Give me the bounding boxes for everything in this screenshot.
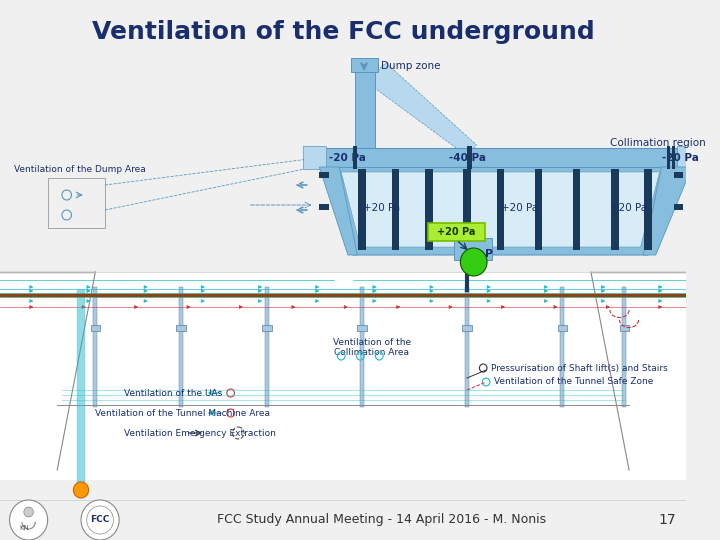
Text: +20 Pa: +20 Pa [437, 227, 476, 237]
Bar [176, 325, 186, 331]
Bar [91, 325, 100, 331]
Bar [353, 146, 357, 169]
Text: KN: KN [19, 525, 29, 531]
Text: Ventilation of the UAs: Ventilation of the UAs [124, 388, 222, 397]
Polygon shape [341, 172, 660, 247]
Bar [262, 325, 271, 331]
Bar [674, 172, 683, 178]
Text: Pressurisation of Shaft lift(s) and Stairs: Pressurisation of Shaft lift(s) and Stai… [491, 363, 667, 373]
Bar [644, 169, 652, 250]
Text: Ventilation of the FCC underground: Ventilation of the FCC underground [91, 20, 595, 44]
Bar [265, 287, 269, 407]
Bar [360, 287, 364, 407]
Circle shape [460, 248, 487, 276]
Bar [573, 169, 580, 250]
Bar [303, 146, 326, 169]
Bar [462, 325, 472, 331]
Bar [392, 169, 400, 250]
Text: -20 Pa: -20 Pa [662, 153, 699, 163]
Bar [622, 287, 626, 407]
Bar [560, 287, 564, 407]
Polygon shape [319, 167, 357, 255]
Bar [48, 178, 105, 228]
Text: P: P [485, 249, 493, 259]
Bar [497, 169, 504, 250]
Bar [454, 238, 492, 260]
Bar [319, 172, 329, 178]
Bar [351, 58, 379, 72]
Text: Ventilation of the
Collimation Area: Ventilation of the Collimation Area [333, 338, 411, 357]
Bar [359, 169, 366, 250]
Text: Collimation region: Collimation region [610, 138, 706, 148]
Text: Ventilation of the Dump Area: Ventilation of the Dump Area [14, 165, 146, 174]
Text: +20 Pa: +20 Pa [501, 203, 538, 213]
Text: 17: 17 [658, 513, 676, 527]
Bar [674, 204, 683, 210]
Bar [357, 325, 367, 331]
Text: Ventilation of the Tunnel Machine Area: Ventilation of the Tunnel Machine Area [95, 408, 270, 417]
Circle shape [73, 482, 89, 498]
Bar [611, 169, 618, 250]
Bar [677, 146, 691, 169]
Bar [324, 148, 677, 167]
Text: -20 Pa: -20 Pa [329, 153, 366, 163]
Bar [619, 325, 629, 331]
Text: Dump zone: Dump zone [382, 61, 441, 71]
Bar [535, 169, 542, 250]
Polygon shape [374, 63, 477, 156]
Bar [77, 290, 85, 490]
Circle shape [9, 500, 48, 540]
Bar [94, 287, 97, 407]
Polygon shape [324, 167, 677, 255]
Text: -40 Pa: -40 Pa [449, 153, 485, 163]
Text: Ventilation of the Tunnel Safe Zone: Ventilation of the Tunnel Safe Zone [494, 377, 653, 387]
Bar [463, 169, 471, 250]
Bar [179, 287, 183, 407]
Polygon shape [644, 167, 692, 255]
Text: FCC Study Annual Meeting - 14 April 2016 - M. Nonis: FCC Study Annual Meeting - 14 April 2016… [217, 514, 546, 526]
Bar [667, 146, 670, 169]
Text: +20 Pa: +20 Pa [363, 203, 400, 213]
Bar [557, 325, 567, 331]
Bar [425, 169, 433, 250]
Bar [465, 287, 469, 407]
Bar [319, 204, 329, 210]
FancyBboxPatch shape [428, 223, 485, 241]
Text: Ventilation Emergency Extraction: Ventilation Emergency Extraction [124, 429, 276, 437]
Bar [354, 72, 374, 148]
Text: +20 Pa: +20 Pa [611, 203, 647, 213]
Bar [672, 146, 675, 169]
Circle shape [81, 500, 119, 540]
Text: FCC: FCC [91, 516, 109, 524]
Bar [467, 146, 472, 169]
Bar [0, 272, 686, 480]
Circle shape [24, 507, 33, 517]
